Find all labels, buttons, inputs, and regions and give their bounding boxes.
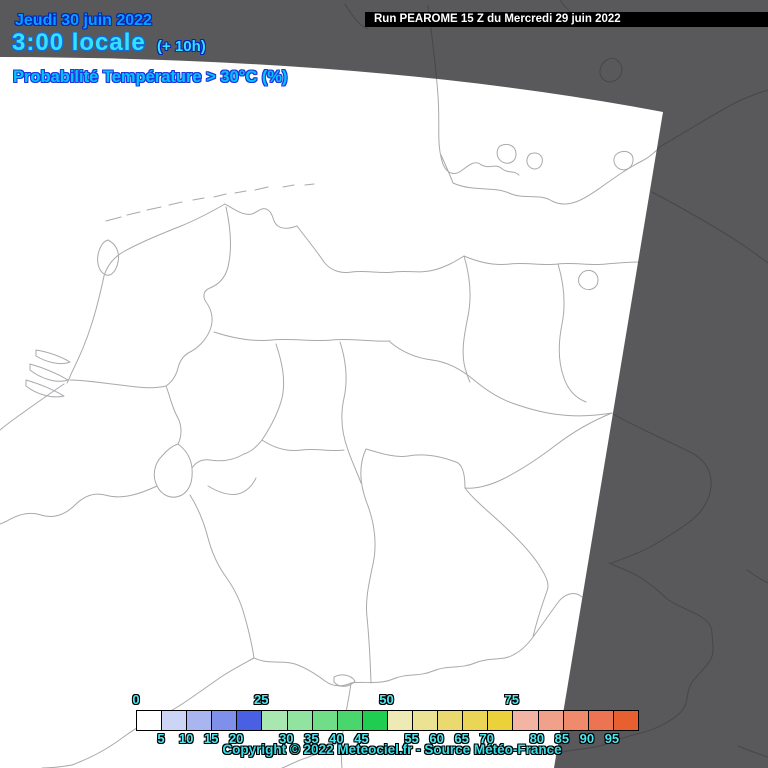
colorbar-tick-label: 0 bbox=[132, 692, 140, 707]
date-label: Jeudi 30 juin 2022 bbox=[15, 12, 152, 29]
colorbar-tick-label: 35 bbox=[304, 731, 319, 746]
colorbar-tick-label: 45 bbox=[354, 731, 369, 746]
colorbar-tick-label: 5 bbox=[157, 731, 165, 746]
colorbar-tick-label: 70 bbox=[479, 731, 494, 746]
copyright-notice: Copyright © 2022 Meteociel.fr - Source M… bbox=[222, 742, 562, 757]
colorbar-cell bbox=[463, 711, 489, 730]
colorbar-cell bbox=[237, 711, 263, 730]
colorbar-tick-label: 65 bbox=[454, 731, 469, 746]
colorbar-cell bbox=[488, 711, 514, 730]
colorbar-tick-label: 95 bbox=[604, 731, 620, 746]
colorbar-cell bbox=[563, 711, 589, 730]
colorbar-tick-label: 30 bbox=[279, 731, 294, 746]
colorbar-cell bbox=[362, 711, 388, 730]
model-domain bbox=[0, 57, 663, 768]
colorbar-tick-label: 50 bbox=[379, 692, 394, 707]
colorbar-cell bbox=[187, 711, 213, 730]
colorbar-cell bbox=[162, 711, 188, 730]
colorbar-cell bbox=[513, 711, 539, 730]
local-time-label: 3:00 locale bbox=[12, 29, 146, 56]
colorbar-cell bbox=[538, 711, 564, 730]
colorbar-tick-label: 15 bbox=[203, 731, 219, 746]
colorbar-tick-label: 90 bbox=[579, 731, 595, 746]
colorbar-cell bbox=[337, 711, 363, 730]
colorbar-cell bbox=[312, 711, 338, 730]
colorbar-tick-label: 25 bbox=[254, 692, 269, 707]
probability-colorbar bbox=[136, 710, 639, 731]
colorbar-cell bbox=[613, 711, 638, 730]
colorbar-tick-label: 10 bbox=[178, 731, 194, 746]
colorbar-tick-label: 20 bbox=[228, 731, 244, 746]
colorbar-cell bbox=[588, 711, 614, 730]
colorbar-cell bbox=[387, 711, 414, 730]
colorbar-tick-label: 85 bbox=[554, 731, 570, 746]
forecast-offset-label: (+ 10h) bbox=[157, 38, 206, 55]
colorbar-cell bbox=[212, 711, 238, 730]
colorbar-cell bbox=[438, 711, 464, 730]
colorbar-cell bbox=[413, 711, 439, 730]
colorbar-cell bbox=[287, 711, 313, 730]
colorbar-cell bbox=[137, 711, 163, 730]
colorbar-cell bbox=[262, 711, 288, 730]
colorbar-tick-label: 75 bbox=[504, 692, 519, 707]
colorbar-tick-label: 60 bbox=[429, 731, 444, 746]
model-run-banner: Run PEAROME 15 Z du Mercredi 29 juin 202… bbox=[365, 12, 768, 27]
colorbar-tick-label: 55 bbox=[404, 731, 419, 746]
colorbar-tick-label: 40 bbox=[329, 731, 344, 746]
colorbar-tick-label: 80 bbox=[529, 731, 545, 746]
variable-title: Probabilité Température > 30°C (%) bbox=[13, 68, 288, 86]
